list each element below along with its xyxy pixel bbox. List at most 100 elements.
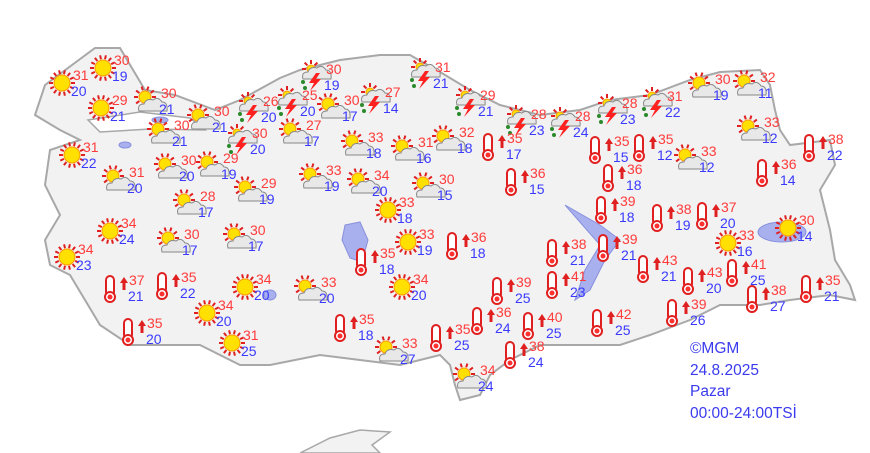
low-temp: 17: [248, 238, 264, 254]
hot-thermometer-icon: [633, 134, 657, 162]
hot-thermometer-icon: [800, 275, 824, 303]
low-temp: 21: [172, 133, 188, 149]
low-temp: 19: [417, 242, 433, 258]
low-temp: 18: [379, 261, 395, 277]
low-temp: 17: [342, 108, 358, 124]
partly-cloudy-icon: [737, 115, 771, 141]
partly-cloudy-icon: [674, 144, 708, 170]
high-temp: 31: [73, 67, 89, 83]
partly-cloudy-icon: [279, 118, 313, 144]
high-temp: 29: [261, 175, 277, 191]
high-temp: 42: [616, 306, 632, 322]
partly-cloudy-icon: [453, 363, 487, 389]
high-temp: 33: [419, 226, 435, 242]
thunderstorm-icon: [506, 105, 537, 136]
low-temp: 19: [713, 87, 729, 103]
low-temp: 12: [699, 159, 715, 175]
copyright-label: ©MGM: [690, 340, 740, 357]
low-temp: 20: [261, 109, 277, 125]
high-temp: 41: [571, 268, 587, 284]
low-temp: 23: [570, 284, 586, 300]
high-temp: 33: [326, 162, 342, 178]
low-temp: 20: [146, 331, 162, 347]
partly-cloudy-icon: [134, 86, 168, 112]
hot-thermometer-icon: [122, 318, 146, 346]
partly-cloudy-icon: [432, 125, 466, 151]
sun-icon: [97, 218, 123, 244]
high-temp: 37: [129, 272, 145, 288]
sun-icon: [375, 197, 401, 223]
high-temp: 30: [214, 103, 230, 119]
high-temp: 30: [181, 152, 197, 168]
sun-icon: [389, 274, 415, 300]
thunderstorm-icon: [227, 124, 258, 155]
high-temp: 36: [627, 161, 643, 177]
high-temp: 39: [691, 296, 707, 312]
low-temp: 19: [112, 68, 128, 84]
partly-cloudy-icon: [196, 151, 230, 177]
high-temp: 25: [302, 87, 318, 103]
high-temp: 36: [781, 156, 797, 172]
lake: [263, 289, 277, 301]
low-temp: 15: [437, 187, 453, 203]
low-temp: 18: [397, 210, 413, 226]
hot-thermometer-icon: [696, 202, 720, 230]
hot-thermometer-icon: [591, 309, 615, 337]
day-label: Pazar: [690, 383, 731, 400]
high-temp: 35: [380, 245, 396, 261]
low-temp: 19: [324, 178, 340, 194]
date-label: 24.8.2025: [690, 361, 759, 379]
low-temp: 25: [750, 272, 766, 288]
high-temp: 30: [161, 85, 177, 101]
sun-icon: [715, 230, 741, 256]
partly-cloudy-icon: [294, 275, 328, 301]
sun-icon: [59, 142, 85, 168]
low-temp: 25: [454, 337, 470, 353]
low-temp: 23: [76, 257, 92, 273]
high-temp: 34: [218, 297, 234, 313]
high-temp: 29: [223, 150, 239, 166]
sun-icon: [775, 215, 801, 241]
low-temp: 21: [433, 75, 449, 91]
low-temp: 24: [119, 231, 135, 247]
partly-cloudy-icon: [347, 168, 381, 194]
low-temp: 25: [546, 325, 562, 341]
high-temp: 33: [402, 335, 418, 351]
hot-thermometer-icon: [756, 159, 780, 187]
low-temp: 12: [657, 147, 673, 163]
high-temp: 30: [250, 222, 266, 238]
hot-thermometer-icon: [482, 133, 506, 161]
high-temp: 31: [243, 327, 259, 343]
low-temp: 16: [416, 150, 432, 166]
high-temp: 33: [399, 194, 415, 210]
hot-thermometer-icon: [491, 277, 515, 305]
sun-icon: [395, 229, 421, 255]
partly-cloudy-icon: [341, 130, 375, 156]
lake: [118, 141, 132, 149]
high-temp: 33: [739, 227, 755, 243]
low-temp: 17: [182, 242, 198, 258]
high-temp: 35: [147, 315, 163, 331]
low-temp: 22: [81, 155, 97, 171]
high-temp: 36: [496, 304, 512, 320]
low-temp: 18: [470, 245, 486, 261]
high-temp: 39: [516, 274, 532, 290]
high-temp: 27: [385, 84, 401, 100]
reservoir: [564, 204, 621, 302]
hot-thermometer-icon: [746, 285, 770, 313]
high-temp: 43: [662, 252, 678, 268]
hot-thermometer-icon: [637, 255, 661, 283]
low-temp: 18: [358, 327, 374, 343]
thunderstorm-icon: [301, 60, 332, 91]
low-temp: 21: [110, 108, 126, 124]
high-temp: 26: [263, 93, 279, 109]
low-temp: 20: [319, 290, 335, 306]
low-temp: 18: [457, 140, 473, 156]
high-temp: 35: [614, 133, 630, 149]
partly-cloudy-icon: [688, 72, 722, 98]
high-temp: 31: [667, 88, 683, 104]
sun-icon: [90, 55, 116, 81]
period-label: 00:00-24:00TSİ: [690, 404, 797, 422]
high-temp: 35: [825, 272, 841, 288]
marmara-sea: [86, 111, 208, 133]
